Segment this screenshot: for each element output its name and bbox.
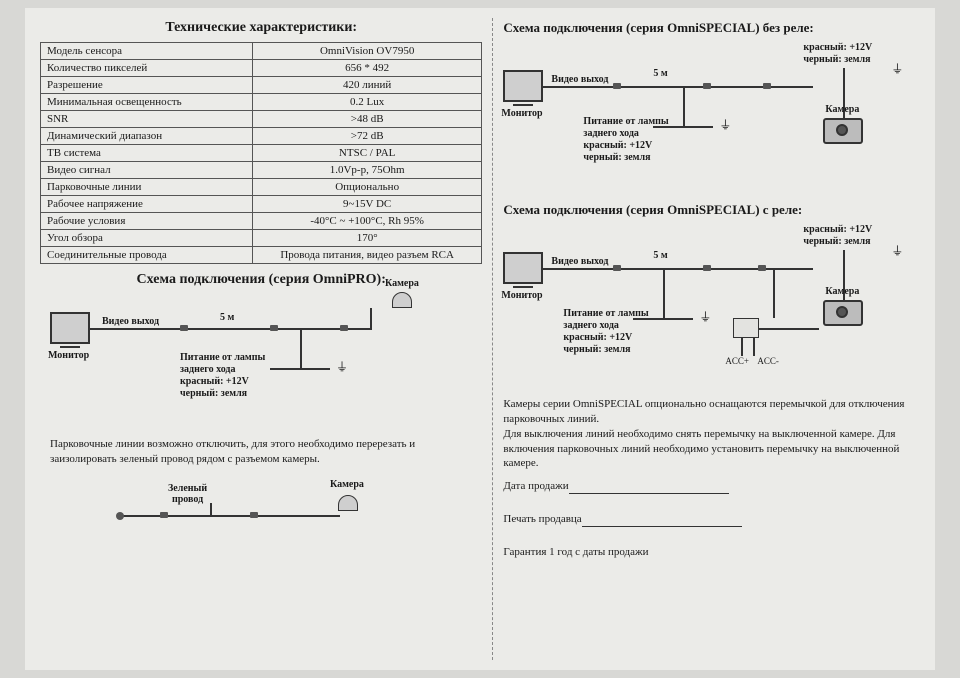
table-row: Соединительные проводаПровода питания, в…: [41, 247, 482, 264]
red12v-a: красный: +12V: [803, 42, 872, 53]
spec-key: Рабочее напряжение: [41, 196, 253, 213]
video-out-a: Видео выход: [551, 74, 608, 85]
table-row: Угол обзора170°: [41, 230, 482, 247]
spec-value: 9~15V DC: [252, 196, 482, 213]
spec-key: Видео сигнал: [41, 162, 253, 179]
spec-key: Соединительные провода: [41, 247, 253, 264]
seller-stamp-line: Печать продавца: [503, 512, 920, 527]
ground-icon-a: ⏚: [891, 60, 903, 77]
spec-key: ТВ система: [41, 145, 253, 162]
spec-value: 1.0Vp-p, 75Ohm: [252, 162, 482, 179]
monitor-label: Монитор: [48, 350, 89, 361]
spec-key: Модель сенсора: [41, 43, 253, 60]
spec-key: Рабочие условия: [41, 213, 253, 230]
power-lines-b: Питание от лампы заднего хода красный: +…: [563, 308, 648, 356]
spec-key: Минимальная освещенность: [41, 94, 253, 111]
acc-plus: ACC+: [725, 356, 749, 366]
red12v-b: красный: +12V: [803, 224, 872, 235]
spec-value: OmniVision OV7950: [252, 43, 482, 60]
spec-key: Угол обзора: [41, 230, 253, 247]
monitor-label-a: Монитор: [501, 108, 542, 119]
camera-label-2: Камера: [330, 479, 364, 490]
spec-key: Разрешение: [41, 77, 253, 94]
diagB-title: Схема подключения (серия OmniSPECIAL) с …: [503, 202, 920, 218]
table-row: Количество пикселей656 * 492: [41, 60, 482, 77]
spec-value: -40°C ~ +100°C, Rh 95%: [252, 213, 482, 230]
scanned-page: Технические характеристики: Модель сенсо…: [25, 8, 935, 670]
spec-value: 0.2 Lux: [252, 94, 482, 111]
spec-key: Парковочные линии: [41, 179, 253, 196]
diagram-special-with-relay: Монитор Видео выход 5 м красный: +12V че…: [503, 224, 920, 389]
black-gnd-b: черный: земля: [803, 236, 870, 247]
sale-date-line: Дата продажи: [503, 479, 920, 494]
green-wire-label: Зеленый провод: [168, 483, 207, 505]
left-column: Технические характеристики: Модель сенсо…: [40, 18, 492, 660]
spec-value: Провода питания, видео разъем RCA: [252, 247, 482, 264]
table-row: Парковочные линииОпционально: [41, 179, 482, 196]
spec-value: Опционально: [252, 179, 482, 196]
table-row: Модель сенсораOmniVision OV7950: [41, 43, 482, 60]
table-row: Минимальная освещенность0.2 Lux: [41, 94, 482, 111]
warranty-line: Гарантия 1 год с даты продажи: [503, 545, 920, 560]
spec-key: Количество пикселей: [41, 60, 253, 77]
right-column: Схема подключения (серия OmniSPECIAL) бе…: [492, 18, 920, 660]
diagram-special-no-relay: Монитор Видео выход 5 м красный: +12V че…: [503, 42, 920, 192]
spec-value: >72 dB: [252, 128, 482, 145]
five-m-b: 5 м: [653, 250, 667, 261]
ground-icon-b: ⏚: [891, 242, 903, 259]
table-row: Рабочее напряжение9~15V DC: [41, 196, 482, 213]
acc-minus: ACC-: [757, 356, 779, 366]
ground-icon: ⏚: [336, 358, 348, 375]
table-row: Видео сигнал1.0Vp-p, 75Ohm: [41, 162, 482, 179]
diagram-omnipro: Монитор Видео выход 5 м Камера ⏚ Питание…: [40, 294, 482, 429]
camera-label-1: Камера: [385, 278, 419, 289]
five-m-label: 5 м: [220, 312, 234, 323]
seller-stamp-label: Печать продавца: [503, 513, 581, 525]
note-jumper: Камеры серии OmniSPECIAL опционально осн…: [503, 397, 920, 471]
ground-icon-b2: ⏚: [699, 308, 711, 325]
diagram-green-wire: Зеленый провод Камера: [40, 475, 482, 555]
spec-key: SNR: [41, 111, 253, 128]
table-row: SNR>48 dB: [41, 111, 482, 128]
black-gnd-a: черный: земля: [803, 54, 870, 65]
spec-value: 656 * 492: [252, 60, 482, 77]
spec-value: 420 линий: [252, 77, 482, 94]
five-m-a: 5 м: [653, 68, 667, 79]
spec-value: >48 dB: [252, 111, 482, 128]
video-out-b: Видео выход: [551, 256, 608, 267]
camera-label-a: Камера: [825, 104, 859, 115]
table-row: ТВ системаNTSC / PAL: [41, 145, 482, 162]
spec-value: NTSC / PAL: [252, 145, 482, 162]
spec-title: Технические характеристики:: [40, 20, 482, 36]
diagA-title: Схема подключения (серия OmniSPECIAL) бе…: [503, 20, 920, 36]
power-lines-a: Питание от лампы заднего хода красный: +…: [583, 116, 668, 164]
spec-value: 170°: [252, 230, 482, 247]
camera-label-b: Камера: [825, 286, 859, 297]
table-row: Динамический диапазон>72 dB: [41, 128, 482, 145]
spec-table: Модель сенсораOmniVision OV7950Количеств…: [40, 42, 482, 264]
table-row: Рабочие условия-40°C ~ +100°C, Rh 95%: [41, 213, 482, 230]
video-out-label: Видео выход: [102, 316, 159, 327]
sale-date-label: Дата продажи: [503, 480, 568, 492]
power-lines-label: Питание от лампы заднего хода красный: +…: [180, 352, 265, 400]
monitor-label-b: Монитор: [501, 290, 542, 301]
ground-icon-a2: ⏚: [719, 116, 731, 133]
relay-box: [733, 318, 759, 338]
note-parking-lines: Парковочные линии возможно отключить, дл…: [40, 437, 482, 467]
table-row: Разрешение420 линий: [41, 77, 482, 94]
spec-key: Динамический диапазон: [41, 128, 253, 145]
